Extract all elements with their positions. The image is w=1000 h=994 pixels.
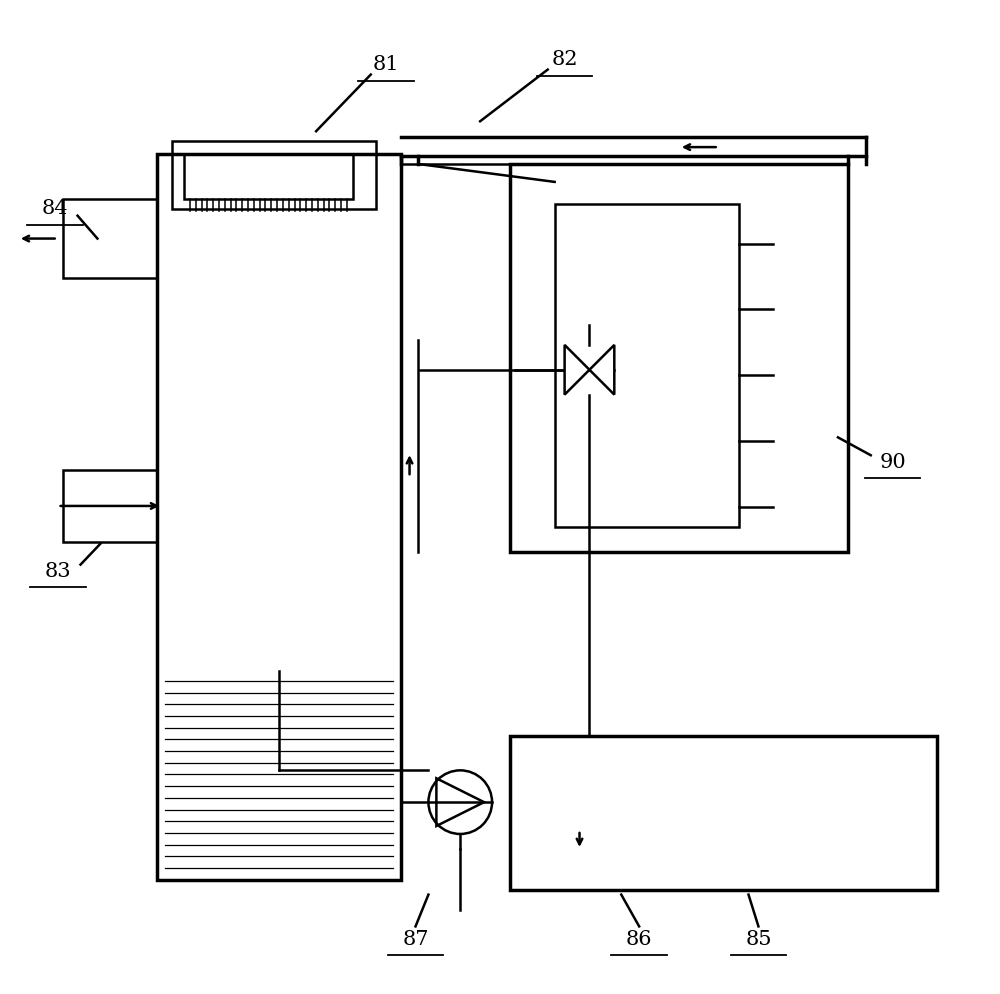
Polygon shape xyxy=(589,345,614,395)
Text: 84: 84 xyxy=(41,199,68,219)
Text: 90: 90 xyxy=(879,452,906,472)
Text: 85: 85 xyxy=(745,929,772,949)
Bar xyxy=(172,141,376,209)
Bar xyxy=(510,736,937,890)
Bar xyxy=(157,154,401,880)
Polygon shape xyxy=(565,345,589,395)
Text: 87: 87 xyxy=(402,929,429,949)
Text: 81: 81 xyxy=(372,55,399,75)
Text: 86: 86 xyxy=(626,929,652,949)
Text: 83: 83 xyxy=(44,562,71,581)
Bar xyxy=(510,164,848,552)
Bar xyxy=(184,154,353,199)
Bar xyxy=(63,199,157,278)
Bar xyxy=(63,470,157,542)
Text: 82: 82 xyxy=(551,50,578,70)
Bar xyxy=(555,204,739,527)
